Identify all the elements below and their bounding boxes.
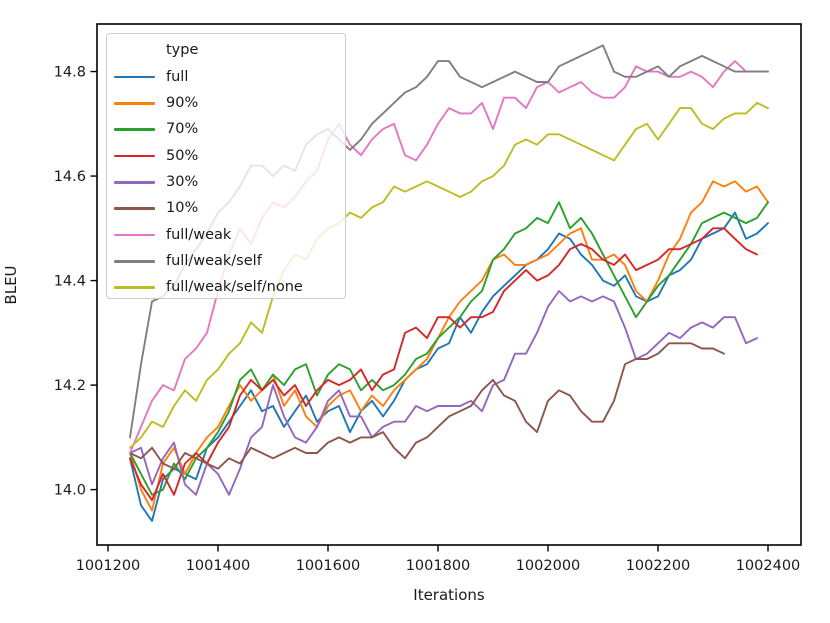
y-axis-label: BLEU [2,265,20,305]
legend-swatch [114,154,155,158]
series-line-30- [129,290,758,496]
legend-item-50-: 50% [107,143,345,169]
axes-spines [96,23,802,546]
x-tick-label: 1002400 [736,558,801,574]
legend-item-full-weak-self: full/weak/self [107,248,345,274]
x-tick-label: 1001600 [296,558,361,574]
x-axis-label: Iterations [413,586,485,604]
y-tick-label: 14.2 [54,378,86,394]
y-tick-label: 14.4 [54,274,86,290]
legend-swatch [114,75,155,79]
legend-swatch [114,128,155,132]
legend-swatch [114,233,155,237]
legend-item-10-: 10% [107,195,345,221]
legend: type full 90% 70% 50% 30% 10% full/weak full/we… [106,33,346,299]
y-tick-label: 14.0 [54,483,86,499]
series-line-10- [129,342,725,470]
x-tick-label: 1002000 [516,558,581,574]
legend-swatch [114,259,155,263]
x-tick-label: 1001200 [76,558,141,574]
legend-title: type [166,42,199,58]
legend-item-full: full [107,64,345,90]
legend-swatch [114,207,155,210]
y-tick-label: 14.8 [54,65,86,81]
legend-swatch [114,286,155,289]
legend-label: full/weak/self/none [166,279,303,296]
legend-label: 10% [166,200,199,217]
series-line-50- [129,227,758,502]
legend-item-90-: 90% [107,90,345,116]
legend-label: full/weak/self [166,252,262,269]
series-line-full-weak-self-none [129,101,769,449]
legend-label: 30% [166,174,199,191]
legend-label: full/weak [166,226,232,243]
series-line-full [129,211,769,522]
legend-item-full-weak-self-none: full/weak/self/none [107,274,345,300]
x-tick-label: 1002200 [626,558,691,574]
legend-item-full-weak: full/weak [107,222,345,248]
legend-swatch [114,102,155,105]
legend-item-70-: 70% [107,117,345,143]
legend-swatch [114,181,155,184]
series-line-70- [129,201,769,496]
x-tick-label: 1001800 [406,558,471,574]
x-tick-label: 1001400 [186,558,251,574]
legend-label: 50% [166,147,199,164]
y-tick-label: 14.6 [54,169,86,185]
legend-label: 90% [166,95,199,112]
legend-label: 70% [166,121,199,138]
legend-rows: full 90% 70% 50% 30% 10% full/weak full/weak/se… [107,64,345,301]
legend-item-30-: 30% [107,169,345,195]
legend-label: full [166,68,189,85]
